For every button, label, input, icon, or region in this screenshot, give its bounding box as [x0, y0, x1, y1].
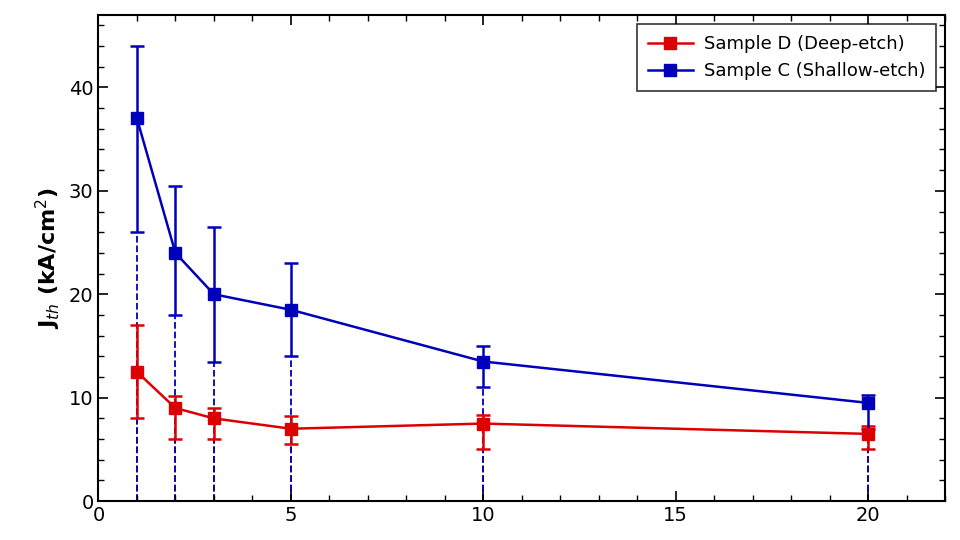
- Legend: Sample D (Deep-etch), Sample C (Shallow-etch): Sample D (Deep-etch), Sample C (Shallow-…: [636, 24, 936, 91]
- Y-axis label: J$_{th}$ (kA/cm$^2$): J$_{th}$ (kA/cm$^2$): [35, 187, 63, 329]
